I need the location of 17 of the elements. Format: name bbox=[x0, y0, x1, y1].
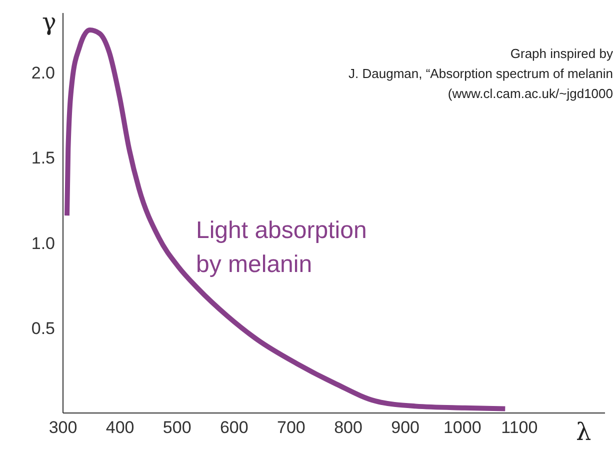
x-tick-label: 800 bbox=[334, 418, 362, 438]
annotation: Light absorption by melanin bbox=[196, 216, 367, 280]
x-tick-label: 400 bbox=[106, 418, 134, 438]
y-tick-label: 1.5 bbox=[31, 148, 55, 168]
x-tick-label: 700 bbox=[277, 418, 306, 438]
y-tick-label: 2.0 bbox=[31, 64, 55, 83]
x-tick-label: 1000 bbox=[443, 418, 482, 438]
y-tick-label: 1.0 bbox=[31, 234, 55, 253]
x-tick-label: 1100 bbox=[501, 418, 538, 438]
annotation: Graph inspired by J. Daugman, “Absorption spectrum of melanin (www.cl.cam.ac.uk/~jgd1000 bbox=[348, 45, 613, 103]
y-axis-title: γ bbox=[42, 8, 56, 36]
x-tick-label: 900 bbox=[391, 418, 420, 438]
x-axis-title: λ bbox=[576, 418, 592, 446]
y-tick-label: 0.5 bbox=[31, 318, 55, 338]
x-tick-label: 600 bbox=[220, 418, 248, 438]
x-tick-label: 300 bbox=[48, 418, 78, 438]
x-tick-label: 500 bbox=[162, 418, 192, 438]
